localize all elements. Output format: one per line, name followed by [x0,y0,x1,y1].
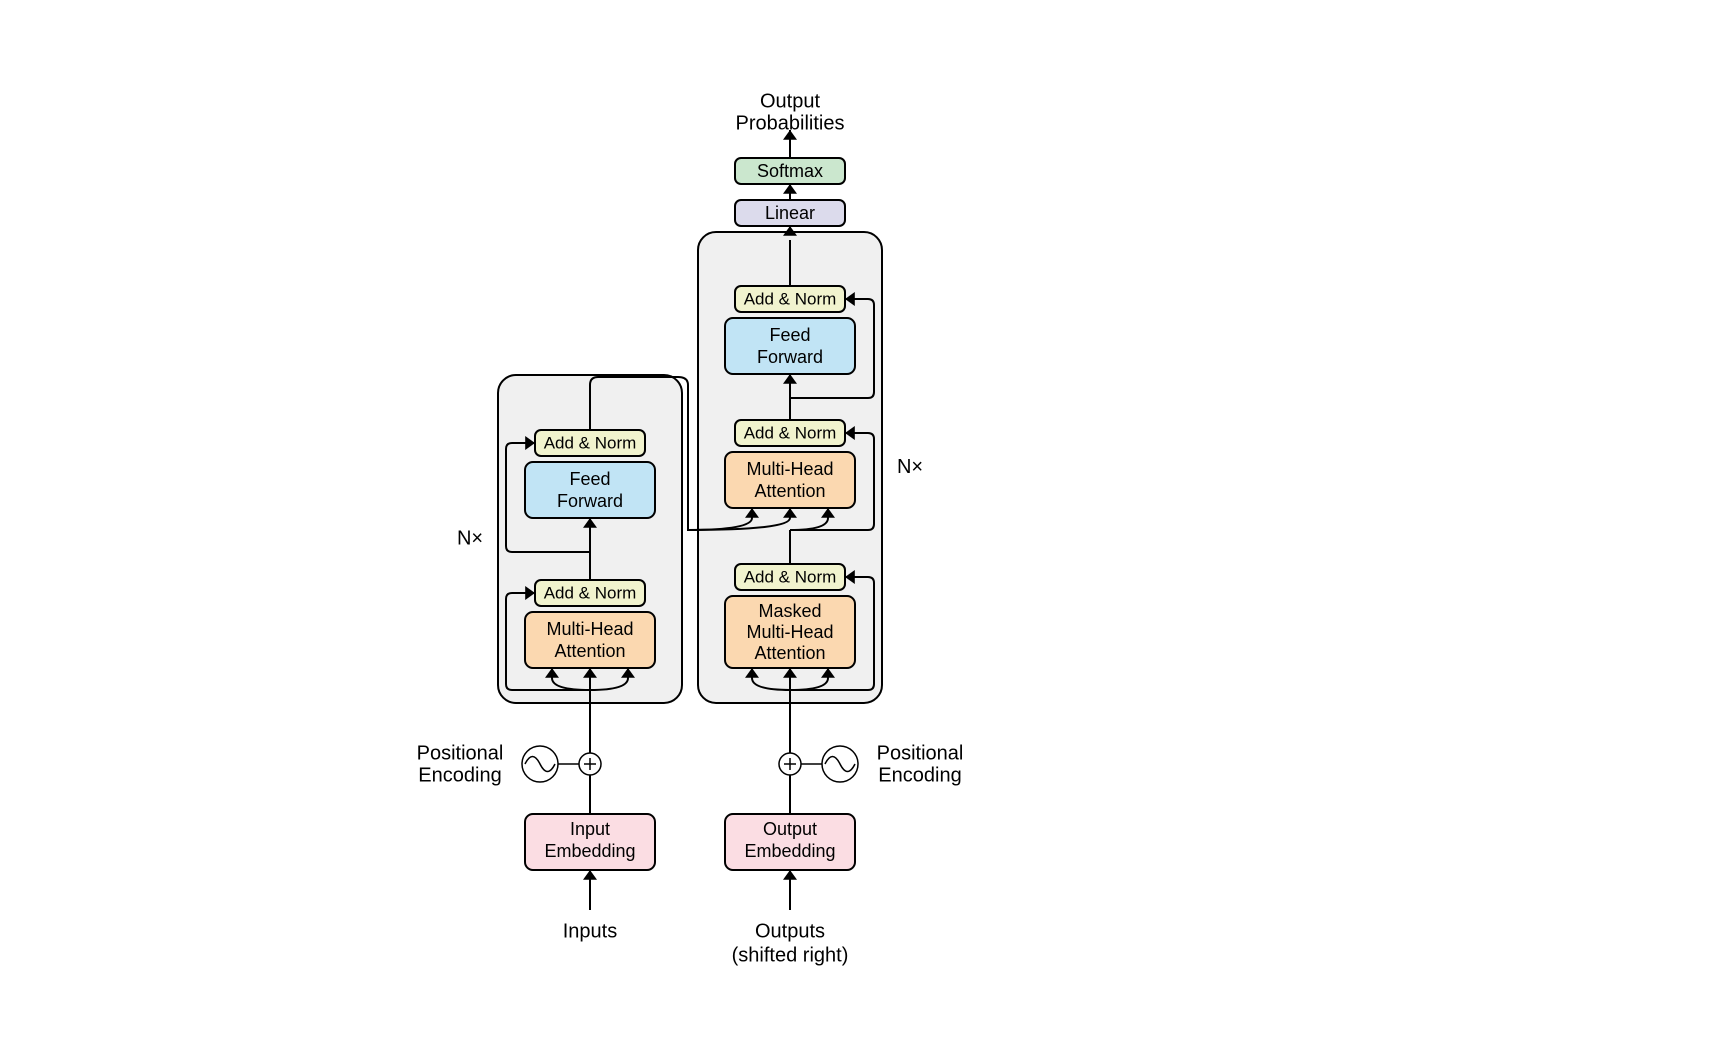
decoder-cross-mha-text2: Attention [754,481,825,501]
decoder-mmha-text3: Attention [754,643,825,663]
inputs-label: Inputs [563,920,617,942]
decoder-nx-label: N× [897,456,923,478]
encoder-addnorm2-text: Add & Norm [544,433,637,452]
output-embedding-text1: Output [763,819,817,839]
decoder-pe-label2: Encoding [878,764,961,786]
arrow-head [583,870,597,880]
output-prob-label1: Output [760,90,820,112]
softmax-text: Softmax [757,161,823,181]
output-embedding-text2: Embedding [744,841,835,861]
encoder-mha-text2: Attention [554,641,625,661]
linear-text: Linear [765,203,815,223]
decoder-addnorm2-text: Add & Norm [744,423,837,442]
decoder-cross-mha-text1: Multi-Head [746,459,833,479]
encoder-ff-text2: Forward [557,491,623,511]
decoder-mmha-text2: Multi-Head [746,622,833,642]
input-embedding-text1: Input [570,819,610,839]
encoder-nx-label: N× [457,527,483,549]
input-embedding-text2: Embedding [544,841,635,861]
arrow-head [783,184,797,194]
encoder-pe-label1: Positional [417,742,504,764]
encoder-addnorm1-text: Add & Norm [544,583,637,602]
encoder-ff-text1: Feed [569,469,610,489]
outputs-label2: (shifted right) [732,944,849,966]
decoder-pe-label1: Positional [877,742,964,764]
arrow-head [783,226,797,236]
decoder-mmha-text1: Masked [758,601,821,621]
output-prob-label2: Probabilities [736,112,845,134]
encoder-pe-label2: Encoding [418,764,501,786]
outputs-label1: Outputs [755,920,825,942]
decoder-addnorm3-text: Add & Norm [744,289,837,308]
decoder-ff-text2: Forward [757,347,823,367]
decoder-addnorm1-text: Add & Norm [744,567,837,586]
encoder-mha-text1: Multi-Head [546,619,633,639]
decoder-ff-text1: Feed [769,325,810,345]
arrow-head [783,870,797,880]
